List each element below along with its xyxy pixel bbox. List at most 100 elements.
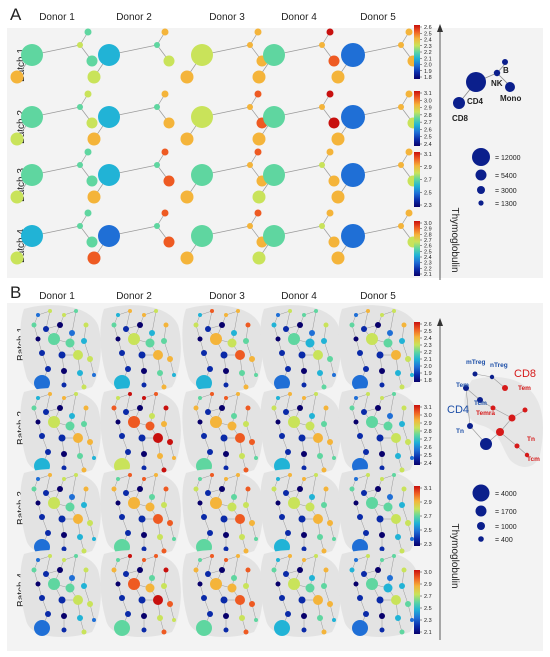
network-edge bbox=[303, 393, 317, 399]
network-node bbox=[302, 313, 306, 317]
network-edge bbox=[207, 555, 213, 575]
network-node bbox=[128, 333, 140, 345]
network-node bbox=[239, 615, 245, 621]
colorbar-a1: 2.62.52.42.32.22.12.01.91.8 bbox=[414, 25, 432, 81]
network-node bbox=[74, 392, 78, 396]
network-edge bbox=[207, 393, 213, 413]
colorbar-tick-label: 3.0 bbox=[424, 221, 432, 227]
panel-a-graph-b4-d2 bbox=[87, 209, 175, 265]
network-node bbox=[353, 419, 359, 425]
network-node bbox=[201, 433, 207, 439]
node-cd8 bbox=[10, 70, 24, 84]
panel-b-axis-arrow-icon bbox=[437, 318, 443, 326]
network-node bbox=[87, 520, 93, 526]
network-node bbox=[128, 309, 132, 313]
node-nk bbox=[398, 104, 404, 110]
node-mono bbox=[86, 236, 98, 248]
node-nk bbox=[77, 104, 83, 110]
network-node bbox=[254, 537, 258, 541]
network-node bbox=[239, 370, 245, 376]
network-node bbox=[392, 554, 396, 558]
network-node bbox=[172, 537, 176, 541]
network-node bbox=[366, 392, 370, 396]
network-node bbox=[141, 465, 147, 471]
network-edge bbox=[285, 310, 291, 330]
network-node bbox=[39, 514, 45, 520]
network-edge bbox=[381, 555, 395, 561]
network-node bbox=[74, 309, 78, 313]
network-node bbox=[219, 322, 225, 328]
network-node bbox=[161, 583, 167, 589]
network-node bbox=[231, 575, 237, 581]
network-node bbox=[154, 554, 158, 558]
network-node bbox=[39, 433, 45, 439]
colorbar-tick-label: 2.9 bbox=[424, 421, 432, 427]
network-node bbox=[58, 596, 66, 604]
network-edge bbox=[389, 393, 395, 417]
colorbar-tick-label: 3.1 bbox=[424, 486, 432, 492]
colorbar-tick-label: 2.9 bbox=[424, 165, 432, 171]
network-node bbox=[141, 546, 147, 552]
panel-a-graph-b3-d3 bbox=[180, 148, 268, 204]
network-node bbox=[239, 534, 245, 540]
network-node bbox=[223, 546, 229, 552]
network-node bbox=[157, 453, 163, 459]
network-edge bbox=[233, 393, 239, 417]
network-node bbox=[36, 558, 40, 562]
network-edge bbox=[37, 555, 51, 561]
colorbar-tick-label: 2.5 bbox=[424, 135, 432, 141]
network-node bbox=[376, 351, 384, 359]
network-node bbox=[210, 416, 222, 428]
network-edge bbox=[117, 393, 131, 399]
legend-nk-node bbox=[493, 69, 501, 77]
network-node bbox=[61, 546, 67, 552]
network-node bbox=[283, 409, 289, 415]
network-node bbox=[227, 338, 237, 348]
colorbar-gradient bbox=[414, 221, 420, 276]
panel-b-graph-b2-d1 bbox=[20, 388, 101, 475]
network-node bbox=[137, 486, 143, 492]
network-node bbox=[401, 322, 407, 328]
network-node bbox=[379, 451, 385, 457]
network-node bbox=[288, 578, 300, 590]
network-node bbox=[58, 515, 66, 523]
network-node bbox=[142, 313, 146, 317]
network-node bbox=[220, 434, 228, 442]
network-node bbox=[313, 350, 323, 360]
colorbar-a4: 3.02.92.82.72.62.52.42.32.22.1 bbox=[414, 221, 432, 278]
network-node bbox=[313, 433, 323, 443]
network-node bbox=[205, 490, 211, 496]
network-node bbox=[220, 515, 228, 523]
network-node bbox=[375, 322, 381, 328]
network-node bbox=[392, 309, 396, 313]
network-node bbox=[313, 595, 323, 605]
network-node bbox=[297, 322, 303, 328]
network-node bbox=[271, 405, 277, 411]
network-edge bbox=[401, 340, 409, 360]
colorbar-tick-label: 2.6 bbox=[424, 244, 432, 250]
network-node bbox=[399, 338, 405, 344]
network-node bbox=[288, 333, 300, 345]
network-node bbox=[163, 486, 169, 492]
network-node bbox=[142, 558, 146, 562]
size-legend-b-label-2: = 1700 bbox=[495, 509, 517, 516]
network-node bbox=[391, 350, 401, 360]
panel-b-donor-2: Donor 2 bbox=[116, 291, 152, 302]
network-node bbox=[321, 421, 327, 427]
network-node bbox=[231, 413, 237, 419]
size-legend-b-2 bbox=[475, 505, 487, 517]
network-node bbox=[279, 350, 285, 356]
network-edge bbox=[83, 423, 91, 443]
colorbar-tick-label: 2.8 bbox=[424, 113, 432, 119]
panel-a-graph-b1-d4 bbox=[252, 28, 340, 84]
network-node bbox=[224, 477, 228, 481]
colorbar-tick-label: 2.6 bbox=[424, 25, 432, 31]
network-node bbox=[249, 601, 255, 607]
network-node bbox=[119, 350, 125, 356]
network-node bbox=[92, 618, 96, 622]
network-node bbox=[276, 558, 280, 562]
network-node bbox=[193, 405, 199, 411]
colorbar-b1: 2.62.52.42.32.22.12.01.91.8 bbox=[414, 322, 432, 384]
network-node bbox=[141, 451, 147, 457]
network-node bbox=[313, 514, 323, 524]
